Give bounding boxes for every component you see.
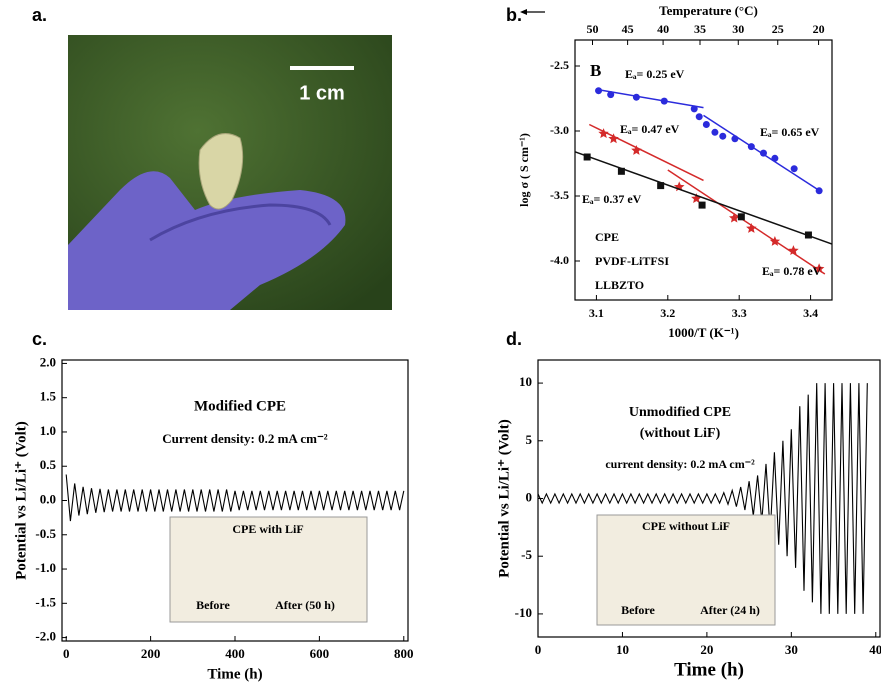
x-tick-label: 400 [225, 646, 245, 661]
legend-entry: CPE [595, 230, 619, 244]
x-axis-label: 1000/T (K⁻¹) [668, 325, 739, 340]
panel-label: c. [32, 329, 47, 349]
y-axis-label: Potential vs Li/Li⁺ (Volt) [496, 419, 512, 578]
top-tick-label: 45 [622, 22, 634, 36]
y-tick-label: -10 [515, 605, 532, 620]
x-tick-label: 3.2 [660, 306, 675, 320]
point [607, 91, 614, 98]
inset-label: Before [621, 603, 655, 617]
annotation: Eₐ= 0.47 eV [620, 122, 680, 136]
top-axis-label: Temperature (°C) [659, 3, 758, 18]
x-tick-label: 0 [63, 646, 70, 661]
annotation: B [590, 61, 601, 80]
point [771, 155, 778, 162]
legend-entry: LLBZTO [595, 278, 644, 292]
panel-label: b. [506, 5, 522, 25]
x-axis-label: Time (h) [674, 659, 744, 680]
point [816, 187, 823, 194]
y-tick-label: 5 [526, 432, 533, 447]
y-tick-label: 0.0 [40, 491, 56, 506]
inset-label: After (24 h) [700, 603, 760, 617]
x-tick-label: 10 [616, 642, 629, 657]
panel-label: a. [32, 5, 47, 25]
top-tick-label: 20 [813, 22, 825, 36]
y-tick-label: 0.5 [40, 457, 57, 472]
y-tick-label: -3.0 [550, 123, 569, 137]
point [748, 143, 755, 150]
y-tick-label: 1.5 [40, 389, 57, 404]
point [770, 236, 780, 246]
y-tick-label: -0.5 [35, 526, 56, 541]
annotation: Eₐ= 0.25 eV [625, 67, 685, 81]
point [731, 135, 738, 142]
y-tick-label: -5 [521, 547, 532, 562]
y-tick-label: 0 [526, 489, 533, 504]
point [805, 232, 812, 239]
y-tick-label: -1.0 [35, 560, 56, 575]
annotation: Eₐ= 0.65 eV [760, 125, 820, 139]
annotation: Current density: 0.2 mA cm⁻² [162, 431, 328, 446]
y-tick-label: -2.5 [550, 58, 569, 72]
inset-label: Before [196, 598, 230, 612]
top-tick-label: 50 [586, 22, 598, 36]
x-tick-label: 3.3 [732, 306, 747, 320]
panel-label: d. [506, 329, 522, 349]
point [760, 150, 767, 157]
x-tick-label: 800 [394, 646, 414, 661]
y-axis-label: log σ ( S cm⁻¹) [517, 133, 531, 207]
annotation: Eₐ= 0.78 eV [762, 264, 822, 278]
x-axis-label: Time (h) [207, 666, 262, 682]
point [711, 129, 718, 136]
photo: 1 cm [68, 35, 392, 310]
top-tick-label: 40 [657, 22, 669, 36]
y-tick-label: 1.0 [40, 423, 56, 438]
y-tick-label: -4.0 [550, 253, 569, 267]
x-tick-label: 3.1 [589, 306, 604, 320]
point [618, 168, 625, 175]
top-tick-label: 25 [772, 22, 784, 36]
x-tick-label: 200 [141, 646, 161, 661]
point [791, 165, 798, 172]
scale-label: 1 cm [299, 82, 345, 104]
point [691, 105, 698, 112]
annotation: current density: 0.2 mA cm⁻² [605, 457, 755, 471]
x-tick-label: 20 [700, 642, 713, 657]
point [738, 213, 745, 220]
inset-label: After (50 h) [275, 598, 335, 612]
y-tick-label: 2.0 [40, 354, 56, 369]
point [657, 182, 664, 189]
y-tick-label: -1.5 [35, 594, 56, 609]
fit-line [668, 170, 825, 274]
x-tick-label: 0 [535, 642, 542, 657]
x-tick-label: 600 [310, 646, 330, 661]
y-axis-label: Potential vs Li/Li⁺ (Volt) [13, 421, 29, 580]
series-line [66, 475, 404, 522]
annotation: Eₐ= 0.37 eV [582, 192, 642, 206]
y-tick-label: 10 [519, 374, 532, 389]
point [633, 94, 640, 101]
x-tick-label: 30 [785, 642, 798, 657]
point [595, 87, 602, 94]
y-tick-label: -3.5 [550, 188, 569, 202]
x-tick-label: 3.4 [803, 306, 818, 320]
point [703, 121, 710, 128]
annotation: Modified CPE [194, 398, 286, 414]
point [584, 154, 591, 161]
point [699, 202, 706, 209]
top-tick-label: 30 [732, 22, 744, 36]
point [696, 113, 703, 120]
y-tick-label: -2.0 [35, 629, 56, 644]
top-tick-label: 35 [694, 22, 706, 36]
point [746, 223, 757, 233]
x-tick-label: 40 [869, 642, 881, 657]
inset-title: CPE with LiF [232, 522, 303, 536]
annotation: Unmodified CPE [629, 405, 731, 420]
inset-title: CPE without LiF [642, 519, 730, 533]
point [661, 98, 668, 105]
annotation: (without LiF) [640, 426, 721, 441]
point [719, 133, 726, 140]
figure: a. b. c. d. 1 cm 3.1 3.2 3.3 3.4 -2.5 -3.0 -3.… [0, 0, 881, 683]
legend-entry: PVDF-LiTFSI [595, 254, 669, 268]
